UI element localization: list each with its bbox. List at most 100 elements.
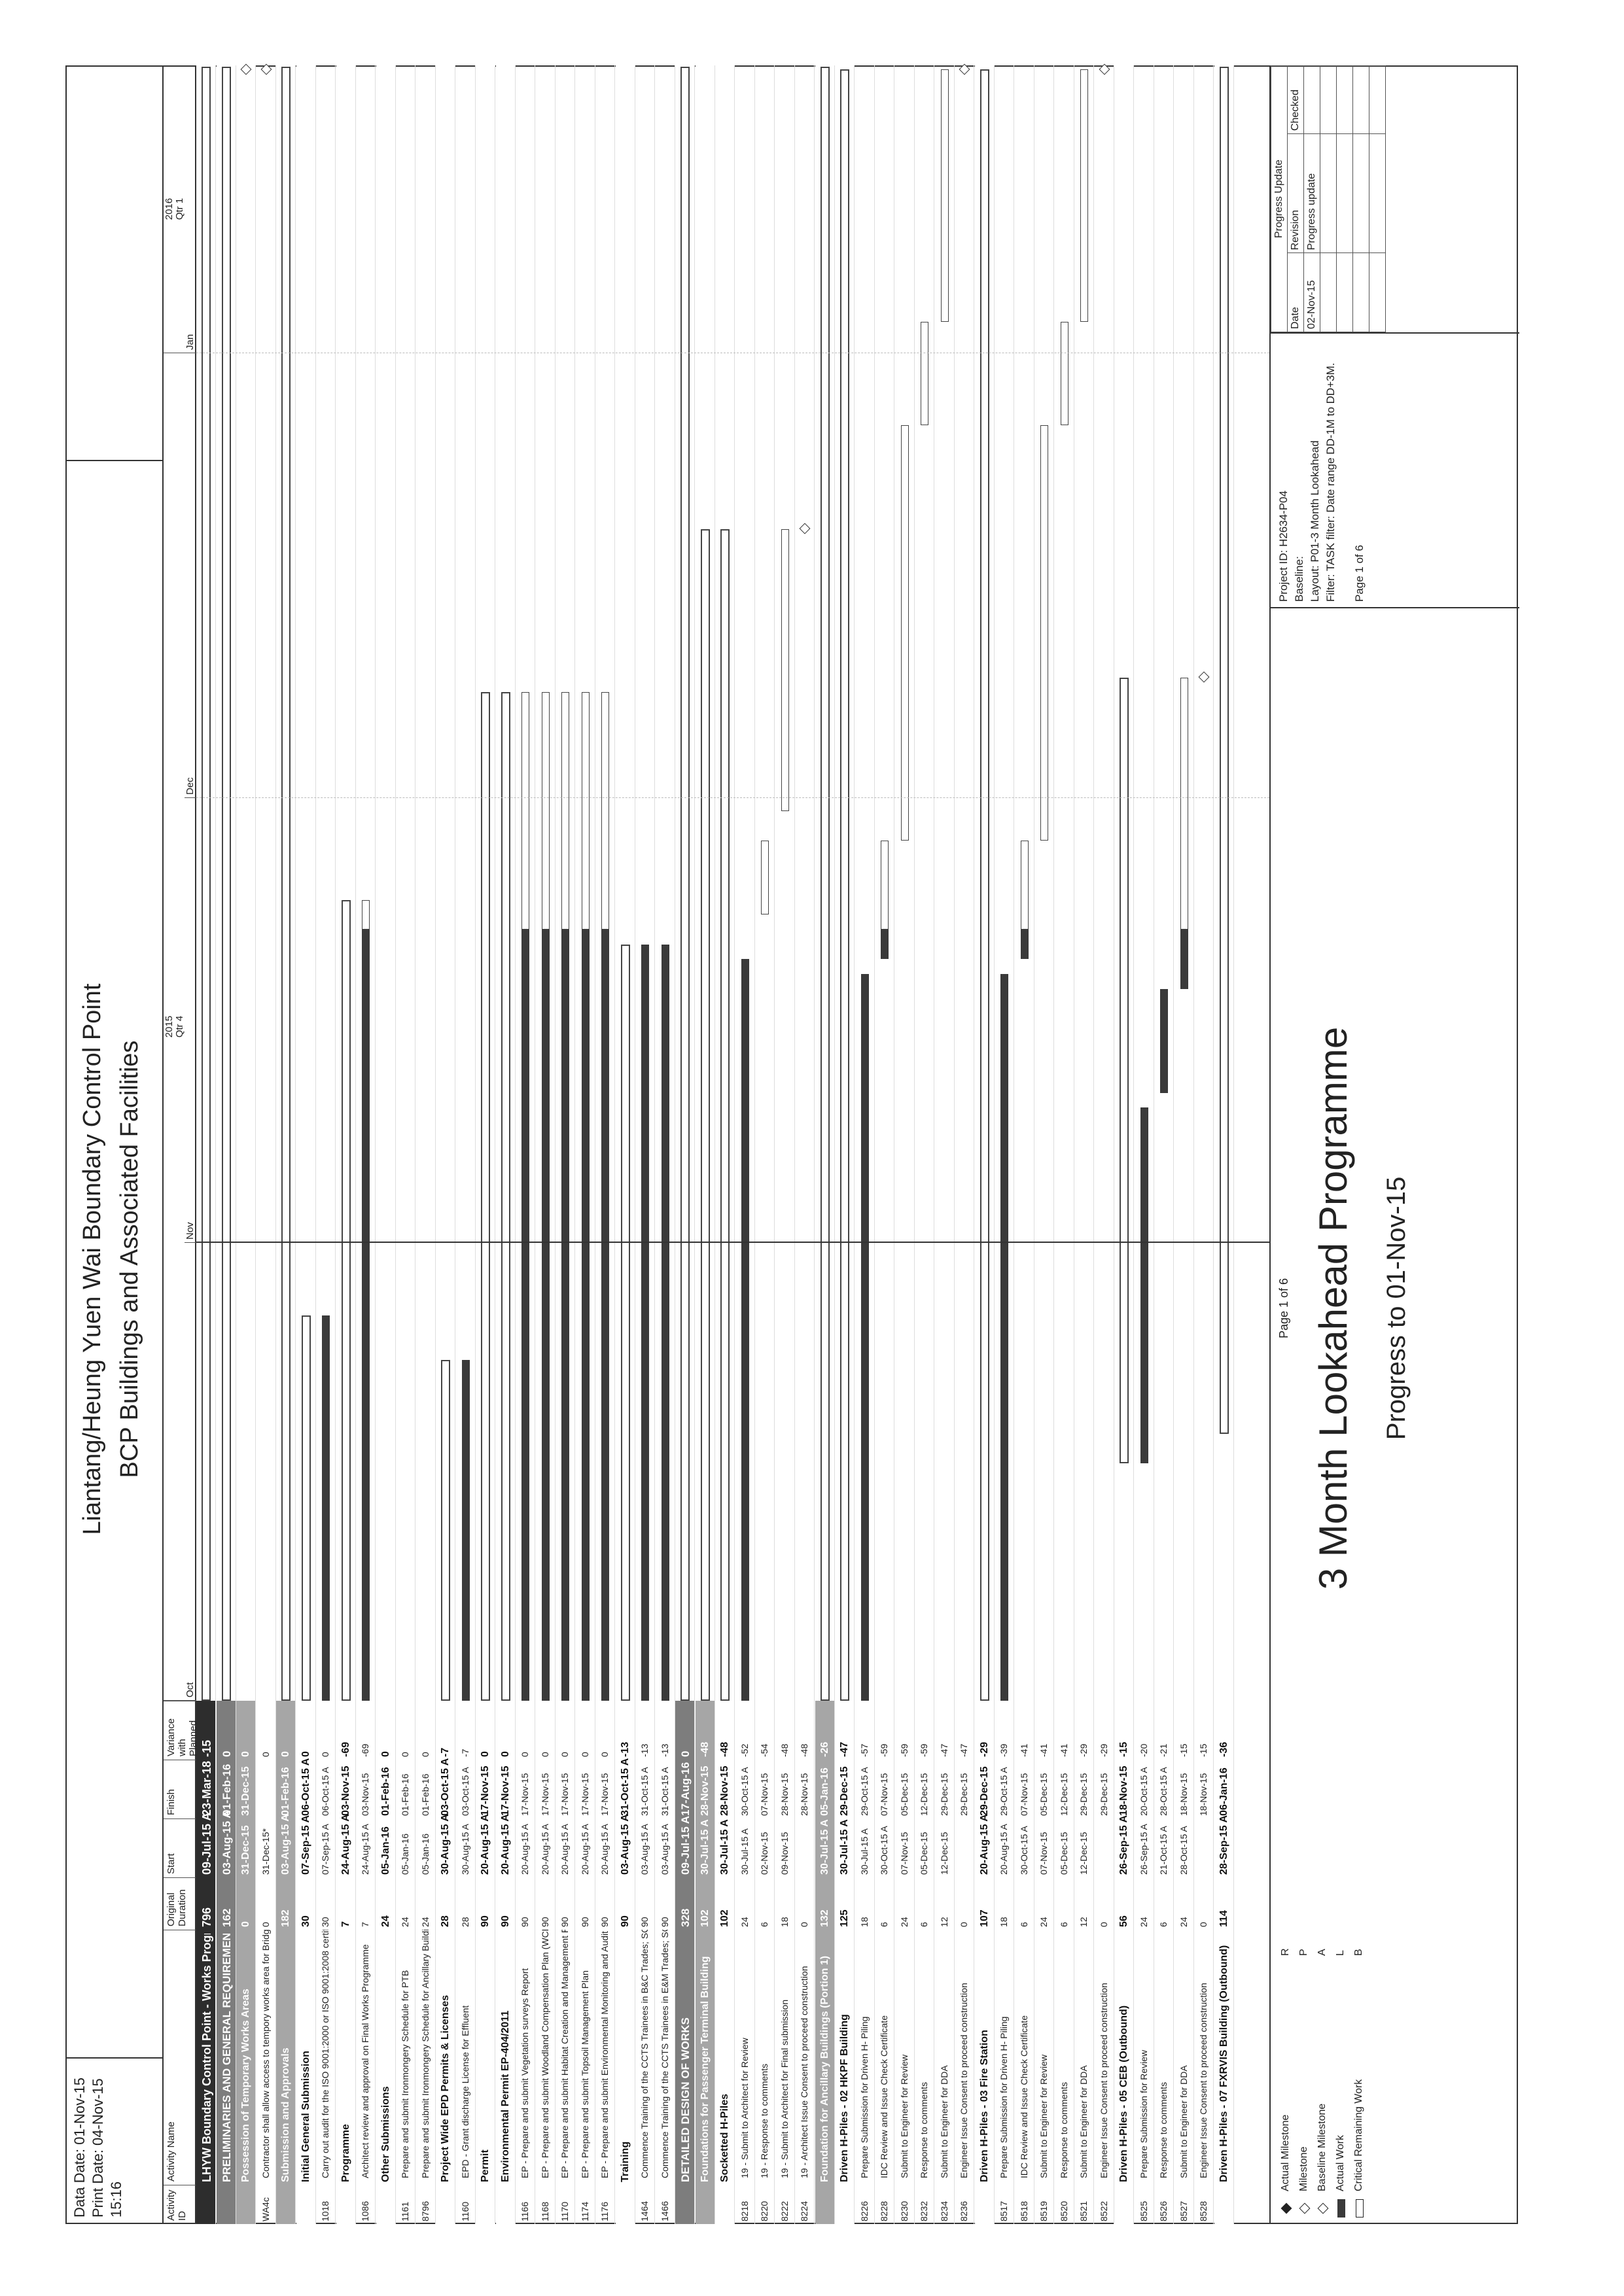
col-activity-name[interactable]: Activity Name	[164, 1930, 196, 2185]
actual-work-bar[interactable]	[1180, 930, 1188, 989]
summary-bar[interactable]	[341, 899, 351, 1701]
wbs-row[interactable]: Other Submissions 24 05-Jan-16 01-Feb-16 0	[376, 65, 396, 2224]
actual-work-bar[interactable]	[561, 930, 569, 1701]
activity-row[interactable]: 1170 EP - Prepare and submit Habitat Crea…	[556, 65, 575, 2224]
actual-work-bar[interactable]	[1140, 1107, 1148, 1464]
activity-row[interactable]: 8222 19 - Submit to Architect for Final s…	[775, 65, 795, 2224]
activity-row[interactable]: 1018 Carry out audit for the ISO 9001:200…	[316, 65, 336, 2224]
summary-bar[interactable]	[281, 67, 291, 1701]
activity-row[interactable]: 1464 Commence Training of the CCTS Traine…	[635, 65, 655, 2224]
activity-row[interactable]: 8230 Submit to Engineer for Review 24 07-No…	[894, 65, 915, 2224]
remaining-work-bar[interactable]	[881, 841, 889, 930]
activity-row[interactable]: 1466 Commence Training of the CCTS Traine…	[655, 65, 675, 2224]
col-duration[interactable]: Original Duration	[164, 1877, 196, 1930]
activity-row[interactable]: 8218 19 - Submit to Architect for Review 2…	[735, 65, 755, 2224]
activity-row[interactable]: 8236 Engineer Issue Consent to proceed co…	[955, 63, 974, 2224]
remaining-work-bar[interactable]	[1180, 677, 1188, 930]
actual-work-bar[interactable]	[541, 930, 550, 1701]
actual-work-bar[interactable]	[521, 930, 529, 1701]
activity-row[interactable]: 8522 Engineer Issue Consent to proceed co…	[1094, 63, 1114, 2224]
remaining-work-bar[interactable]	[581, 692, 590, 930]
activity-row[interactable]: 8517 Prepare Submission for Driven H- Pil…	[995, 65, 1014, 2224]
activity-row[interactable]: 1166 EP - Prepare and submit Vegetation s…	[516, 65, 535, 2224]
actual-work-bar[interactable]	[322, 1315, 330, 1701]
wbs-row[interactable]: DETAILED DESIGN OF WORKS 328 09-Jul-15 A 17…	[675, 65, 695, 2224]
wbs-row[interactable]: Submission and Approvals 182 03-Aug-15 A 01…	[276, 65, 296, 2224]
actual-work-bar[interactable]	[581, 930, 590, 1701]
remaining-work-bar[interactable]	[781, 529, 789, 811]
actual-work-bar[interactable]	[860, 974, 869, 1701]
summary-bar[interactable]	[840, 69, 849, 1701]
wbs-row[interactable]: Possession of Temporary Works Areas 0 31-D…	[236, 63, 256, 2224]
actual-work-bar[interactable]	[641, 944, 649, 1701]
remaining-work-bar[interactable]	[561, 692, 569, 930]
remaining-work-bar[interactable]	[1080, 69, 1088, 322]
actual-work-bar[interactable]	[1000, 974, 1008, 1701]
activity-row[interactable]: 8527 Submit to Engineer for DDA 24 28-Oct-1…	[1174, 65, 1194, 2224]
activity-row[interactable]: 8226 Prepare Submission for Driven H- Pil…	[855, 65, 875, 2224]
activity-row[interactable]: 1168 EP - Prepare and submit Woodland Com…	[535, 65, 556, 2224]
remaining-work-bar[interactable]	[541, 692, 550, 930]
activity-row[interactable]: 1161 Prepare and submit Ironmongery Sched…	[396, 65, 415, 2224]
activity-row[interactable]: 8228 IDC Review and Issue Check Certifica…	[875, 65, 894, 2224]
wbs-row[interactable]: Driven H-Piles - 02 HKPF Building 125 30-J…	[835, 65, 855, 2224]
activity-row[interactable]: 8521 Submit to Engineer for DDA 12 12-Dec-1…	[1074, 65, 1094, 2224]
actual-work-bar[interactable]	[461, 1359, 470, 1701]
col-finish[interactable]: Finish	[164, 1760, 196, 1818]
summary-bar[interactable]	[441, 1359, 450, 1701]
summary-bar[interactable]	[980, 69, 989, 1701]
activity-row[interactable]: 1176 EP - Prepare and submit Environmenta…	[595, 65, 615, 2224]
summary-bar[interactable]	[620, 944, 630, 1701]
summary-bar[interactable]	[301, 1315, 311, 1701]
wbs-row[interactable]: Driven H-Piles - 05 CEB (Outbound) 56 26-S…	[1114, 65, 1134, 2224]
actual-work-bar[interactable]	[1020, 930, 1029, 960]
col-start[interactable]: Start	[164, 1818, 196, 1877]
remaining-work-bar[interactable]	[940, 69, 949, 322]
activity-row[interactable]: 8518 IDC Review and Issue Check Certifica…	[1014, 65, 1034, 2224]
remaining-work-bar[interactable]	[362, 899, 370, 930]
activity-row[interactable]: 8528 Engineer Issue Consent to proceed co…	[1194, 65, 1214, 2224]
wbs-row[interactable]: Socketted H-Piles 102 30-Jul-15 A 28-Nov-15…	[715, 65, 735, 2224]
remaining-work-bar[interactable]	[521, 692, 529, 930]
remaining-work-bar[interactable]	[900, 425, 909, 841]
summary-bar[interactable]	[1219, 67, 1229, 1434]
remaining-work-bar[interactable]	[761, 841, 769, 915]
col-variance[interactable]: Variance with Planned	[164, 1701, 199, 1760]
actual-work-bar[interactable]	[661, 944, 669, 1701]
actual-work-bar[interactable]	[881, 930, 889, 960]
wbs-row[interactable]: PRELIMINARIES AND GENERAL REQUIREMENTS 16…	[216, 65, 236, 2224]
actual-work-bar[interactable]	[741, 959, 749, 1701]
remaining-work-bar[interactable]	[1040, 425, 1048, 841]
activity-row[interactable]: 8232 Response to comments 6 05-Dec-15 12-Dec…	[915, 65, 934, 2224]
wbs-row[interactable]: Driven H-Piles - 03 Fire Station 107 20-Au…	[974, 65, 995, 2224]
wbs-row[interactable]: Permit 90 20-Aug-15 A 17-Nov-15 0	[476, 65, 495, 2224]
wbs-row[interactable]: Training 90 03-Aug-15 A 31-Oct-15 A -13	[615, 65, 635, 2224]
activity-row[interactable]: 8796 Prepare and submit Ironmongery Sched…	[415, 65, 436, 2224]
summary-bar[interactable]	[700, 529, 710, 1701]
activity-row[interactable]: 8224 19 - Architect Issue Consent to proc…	[795, 65, 815, 2224]
activity-row[interactable]: 1160 EPD - Grant discharge License for Ef…	[455, 65, 476, 2224]
activity-row[interactable]: WA4c Contractor shall allow access to tem…	[256, 63, 276, 2224]
summary-bar[interactable]	[202, 67, 211, 1701]
summary-bar[interactable]	[501, 692, 510, 1701]
activity-row[interactable]: 1086 Architect review and approval on Fin…	[356, 65, 376, 2224]
actual-work-bar[interactable]	[1160, 988, 1168, 1093]
summary-bar[interactable]	[820, 67, 830, 1701]
activity-row[interactable]: 1174 EP - Prepare and submit Topsoil Mana…	[575, 65, 595, 2224]
wbs-row[interactable]: Foundation for Ancillary Buildings (Port…	[815, 65, 835, 2224]
remaining-work-bar[interactable]	[921, 321, 928, 426]
wbs-row[interactable]: Foundations for Passenger Terminal Build…	[695, 65, 715, 2224]
summary-bar[interactable]	[481, 692, 490, 1701]
activity-row[interactable]: 8519 Submit to Engineer for Review 24 07-No…	[1034, 65, 1054, 2224]
summary-bar[interactable]	[680, 67, 690, 1701]
wbs-row[interactable]: Programme 7 24-Aug-15 A 03-Nov-15 -69	[336, 65, 356, 2224]
remaining-work-bar[interactable]	[601, 692, 609, 930]
wbs-row[interactable]: Project Wide EPD Permits & Licenses 28 30-…	[436, 65, 455, 2224]
activity-row[interactable]: 8234 Submit to Engineer for DDA 12 12-Dec-1…	[934, 65, 955, 2224]
wbs-row[interactable]: Environmental Permit EP-404/2011 90 20-Aug…	[495, 65, 516, 2224]
activity-row[interactable]: 8520 Response to comments 6 05-Dec-15 12-Dec…	[1054, 65, 1074, 2224]
wbs-row[interactable]: LHYW Boundary Control Point - Works Prog…	[196, 65, 216, 2224]
wbs-row[interactable]: Driven H-Piles - 07 FXRVIS Building (Out…	[1214, 65, 1234, 2224]
summary-bar[interactable]	[720, 529, 730, 1701]
